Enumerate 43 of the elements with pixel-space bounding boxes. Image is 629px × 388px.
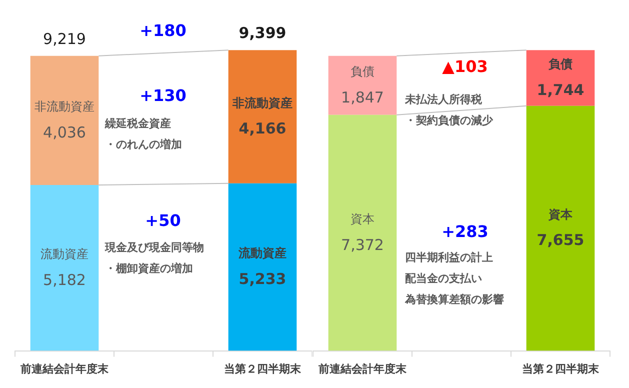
data-label: 7,655	[536, 231, 584, 250]
bar	[328, 56, 397, 115]
annotation: +283	[442, 222, 488, 242]
total-label: 9,399	[238, 24, 286, 42]
bar	[30, 56, 99, 185]
annotation: ・棚卸資産の増加	[105, 262, 193, 275]
data-label: 7,372	[341, 236, 384, 254]
annotation: ・のれんの増加	[105, 138, 182, 151]
bar	[228, 50, 297, 184]
x-tick-label: 前連結会計年度末	[20, 362, 110, 376]
text: 非流動資産	[34, 100, 94, 114]
x-tick-label: 当第２四半期末	[224, 362, 302, 376]
data-label: 5,182	[43, 270, 86, 289]
series-label: 流動資産	[238, 246, 286, 260]
annotation: +130	[140, 86, 186, 106]
annotation: 現金及び現金同等物	[104, 240, 204, 254]
data-label: 1,847	[341, 88, 384, 106]
x-tick-label: 前連結会計年度末	[318, 362, 408, 376]
data-label: 5,233	[238, 270, 286, 288]
text: 流動資産	[40, 247, 88, 262]
text: 資本	[548, 207, 572, 222]
annotation: 配当金の支払い	[405, 272, 482, 285]
total-label: 9,219	[43, 30, 86, 48]
annotation: ・契約負債の減少	[405, 114, 494, 127]
series-label: 負債	[548, 57, 572, 72]
bar	[30, 185, 99, 351]
data-label: 4,036	[43, 123, 86, 142]
text: 負債	[350, 64, 374, 79]
annotation: 為替換算差額の影響	[404, 292, 504, 306]
data-label: 1,744	[536, 80, 584, 99]
series-label: 資本	[350, 212, 374, 226]
bar	[526, 106, 595, 351]
annotation: +50	[145, 211, 181, 230]
bar	[228, 183, 297, 351]
annotation: ▲103	[442, 57, 488, 76]
bar	[328, 114, 397, 351]
annotation: 四半期利益の計上	[405, 250, 493, 264]
x-tick-label: 当第２四半期末	[522, 362, 600, 376]
data-label: 4,166	[238, 120, 286, 138]
annotation: 繰延税金資産	[104, 116, 171, 130]
text: +180	[140, 21, 186, 40]
series-label: 非流動資産	[232, 96, 292, 110]
annotation: 未払法人所得税	[404, 92, 483, 106]
